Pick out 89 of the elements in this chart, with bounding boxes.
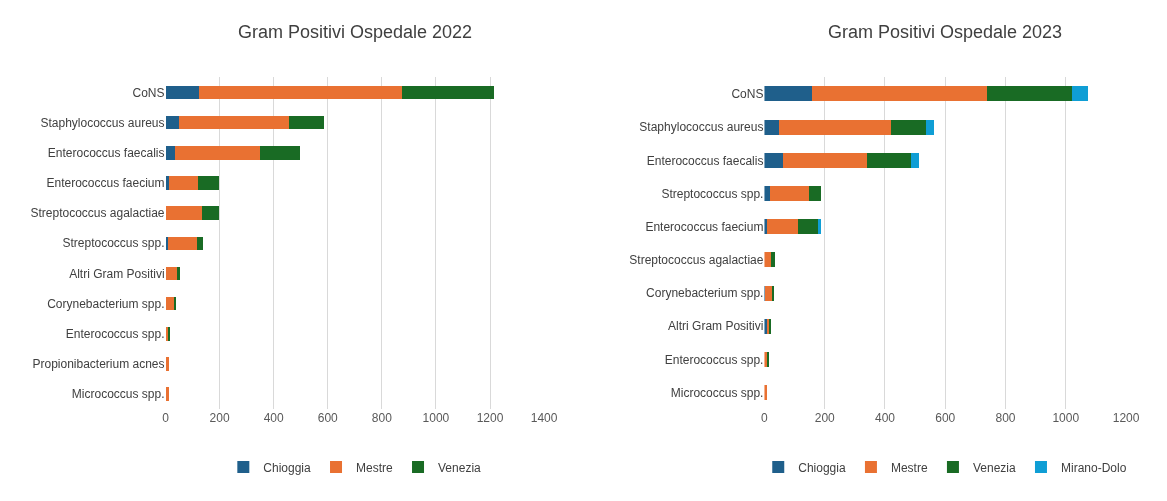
bar	[167, 236, 197, 251]
x-tick-label: 600	[935, 411, 956, 426]
x-tick-label: 0	[162, 411, 170, 426]
bar	[197, 176, 220, 190]
bar	[165, 85, 199, 100]
y-tick-label: Enterococcus faecium	[645, 219, 764, 234]
y-tick-label: Streptococcus agalactiae	[629, 253, 764, 268]
y-tick-label: Staphylococcus aureus	[40, 115, 165, 130]
bar	[196, 236, 203, 251]
y-tick-label: Propionibacterium acnes	[32, 357, 165, 372]
y-tick-label: Streptococcus spp.	[661, 186, 764, 201]
bar	[772, 285, 775, 301]
bar	[771, 252, 775, 268]
bar	[165, 176, 169, 190]
bar	[764, 219, 767, 235]
legend-label: Mirano-Dolo	[1060, 460, 1127, 475]
y-tick-label: Staphylococcus aureus	[639, 120, 764, 135]
x-tick-label: 1200	[1112, 411, 1140, 426]
x-tick-label: 0	[761, 411, 769, 426]
y-tick-label: Altri Gram Positivi	[69, 266, 165, 281]
bar	[764, 252, 772, 268]
y-tick-label: Altri Gram Positivi	[668, 319, 764, 334]
bar	[402, 85, 494, 100]
x-tick-label: 400	[874, 411, 896, 426]
legend-label: Chioggia	[263, 460, 312, 475]
y-tick-label: Micrococcus spp.	[71, 387, 165, 402]
bar	[165, 206, 203, 220]
y-tick-label: Enterococcus faecalis	[646, 153, 764, 168]
x-tick-label: 600	[317, 411, 339, 426]
x-tick-label: 200	[209, 411, 230, 426]
x-tick-label: 1000	[1052, 411, 1080, 426]
y-tick-label: Corynebacterium spp.	[646, 286, 764, 301]
bar	[165, 387, 169, 401]
bar	[783, 152, 867, 168]
bar	[289, 115, 325, 130]
bar	[165, 296, 174, 311]
bar	[778, 119, 892, 135]
y-tick-label: Streptococcus agalactiae	[30, 206, 165, 221]
x-tick-label: 1200	[476, 411, 504, 426]
bar	[166, 266, 178, 281]
bar	[809, 186, 821, 201]
bar	[1072, 86, 1089, 102]
y-tick-label: Enterococcus spp.	[65, 327, 165, 341]
bar	[987, 86, 1073, 102]
bar	[766, 219, 798, 235]
x-tick-label: 1000	[422, 411, 450, 426]
y-tick-label: Enterococcus faecalis	[47, 145, 165, 160]
x-tick-label: 800	[995, 411, 1016, 426]
bar	[764, 186, 770, 201]
bar	[175, 145, 261, 160]
bar	[168, 176, 198, 190]
bar	[764, 152, 784, 168]
x-tick-label: 800	[371, 411, 393, 426]
bar	[165, 145, 176, 160]
x-tick-label: 1400	[530, 411, 558, 426]
x-tick-label: 400	[263, 411, 285, 426]
chart-title: Gram Positivi Ospedale 2022	[238, 22, 473, 42]
bar	[198, 85, 403, 100]
legend-label: Mestre	[890, 460, 928, 475]
bar	[260, 145, 300, 160]
y-tick-label: CoNS	[731, 87, 764, 102]
bar	[911, 152, 920, 168]
bar	[818, 219, 821, 235]
y-tick-label: Enterococcus spp.	[664, 352, 764, 367]
y-tick-label: Micrococcus spp.	[670, 385, 764, 400]
bar	[866, 152, 912, 168]
legend-label: Mestre	[356, 460, 394, 475]
y-tick-label: Corynebacterium spp.	[47, 296, 165, 311]
chart-title: Gram Positivi Ospedale 2023	[828, 22, 1063, 42]
legend-label: Venezia	[972, 460, 1016, 475]
bar	[178, 115, 290, 130]
y-tick-label: Streptococcus spp.	[62, 236, 165, 251]
bar	[812, 86, 988, 102]
bar	[177, 266, 181, 281]
legend-label: Venezia	[438, 460, 482, 475]
bar	[764, 86, 813, 102]
bar	[769, 186, 810, 201]
bar	[891, 119, 927, 135]
bar	[165, 236, 168, 251]
bar	[926, 119, 935, 135]
bar	[202, 206, 220, 220]
bar	[764, 119, 779, 135]
y-tick-label: CoNS	[132, 85, 165, 100]
y-tick-label: Enterococcus faecium	[46, 176, 165, 191]
bar	[165, 115, 179, 130]
legend-label: Chioggia	[798, 460, 846, 475]
x-tick-label: 200	[814, 411, 836, 426]
bar	[797, 219, 819, 235]
bar	[765, 285, 773, 301]
